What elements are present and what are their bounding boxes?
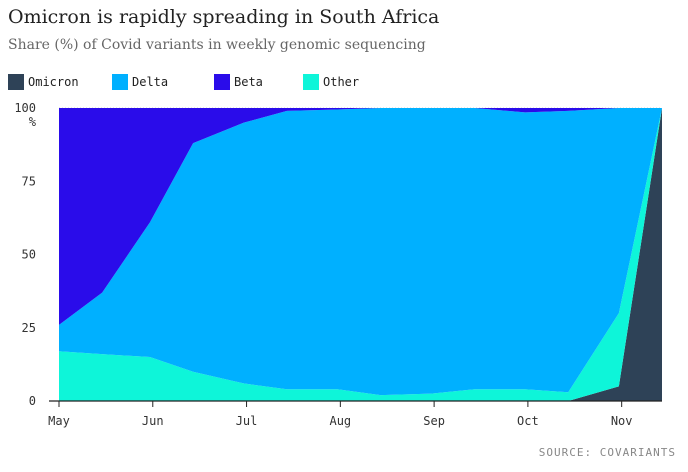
legend-label-other: Other	[323, 75, 360, 89]
y-tick-label-0: 0	[29, 394, 36, 408]
x-tick-label-jul: Jul	[236, 414, 258, 428]
area-other	[59, 108, 662, 401]
legend-swatch-omicron	[8, 74, 24, 90]
legend-label-delta: Delta	[132, 75, 169, 89]
area-beta	[59, 108, 662, 325]
legend-item-other: Other	[303, 73, 359, 91]
area-chart: 0 25 50 75 100% May Jun Jul Aug Sep Oct Nov	[14, 101, 662, 428]
x-tick-label-aug: Aug	[329, 414, 351, 428]
x-tick-label-sep: Sep	[423, 414, 445, 428]
legend-label-omicron: Omicron	[28, 75, 79, 89]
y-axis-unit: %	[29, 115, 37, 129]
x-tick-label-nov: Nov	[611, 414, 633, 428]
legend-item-omicron: Omicron	[8, 73, 79, 91]
chart-title: Omicron is rapidly spreading in South Af…	[8, 6, 440, 28]
x-tick-label-oct: Oct	[517, 414, 539, 428]
y-tick-label-25: 25	[22, 321, 36, 335]
legend-item-delta: Delta	[112, 73, 168, 91]
legend-swatch-other	[303, 74, 319, 90]
y-tick-label-75: 75	[22, 174, 36, 188]
source-note: SOURCE: COVARIANTS	[538, 446, 676, 459]
y-tick-label-50: 50	[22, 248, 36, 262]
y-tick-label-100: 100	[14, 101, 36, 115]
x-tick-label-may: May	[48, 414, 70, 428]
chart-subtitle: Share (%) of Covid variants in weekly ge…	[8, 37, 426, 53]
legend-label-beta: Beta	[234, 75, 263, 89]
legend: Omicron Delta Beta Other	[8, 73, 678, 91]
legend-swatch-beta	[214, 74, 230, 90]
legend-swatch-delta	[112, 74, 128, 90]
area-delta	[59, 108, 662, 396]
legend-item-beta: Beta	[214, 73, 263, 91]
x-tick-label-jun: Jun	[142, 414, 164, 428]
